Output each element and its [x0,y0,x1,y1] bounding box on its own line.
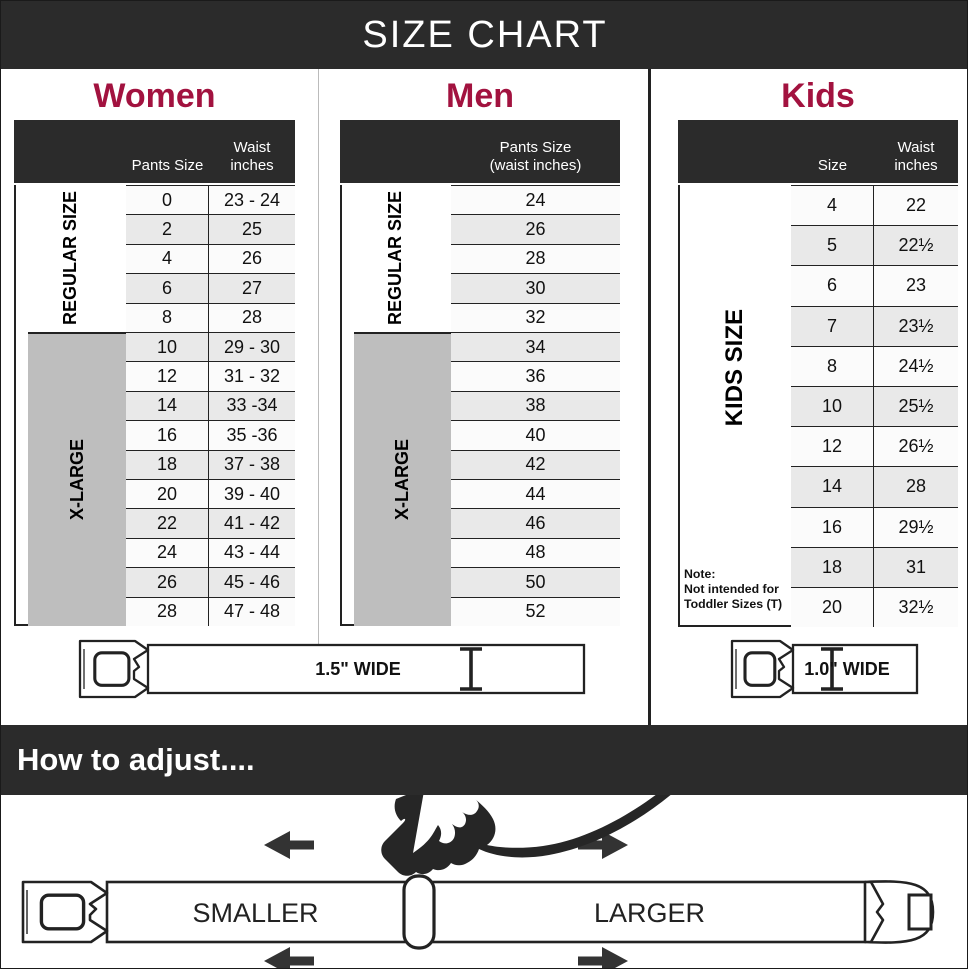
svg-text:1.5" WIDE: 1.5" WIDE [315,659,401,679]
svg-text:1.0" WIDE: 1.0" WIDE [804,659,890,679]
svg-text:SMALLER: SMALLER [192,898,318,928]
svg-text:LARGER: LARGER [594,898,705,928]
